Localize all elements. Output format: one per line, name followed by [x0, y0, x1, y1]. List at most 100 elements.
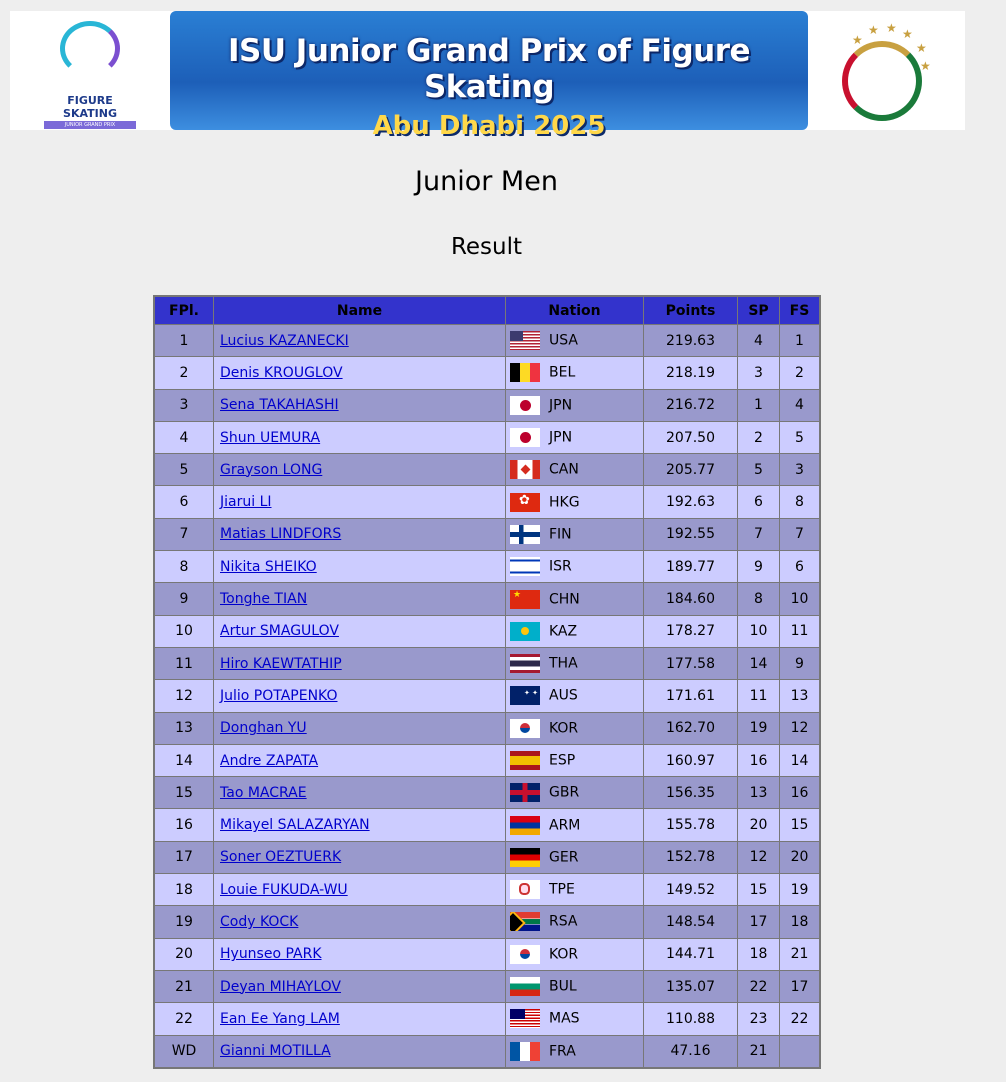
name-cell: Hiro KAEWTATHIP — [213, 646, 506, 681]
skater-link[interactable]: Deyan MIHAYLOV — [220, 978, 342, 995]
points-cell: 148.54 — [643, 905, 738, 939]
skater-link[interactable]: Louie FUKUDA-WU — [220, 881, 348, 898]
table-row: 20 Hyunseo PARK KOR 144.71 18 21 — [153, 937, 821, 971]
sp-cell: 15 — [737, 873, 780, 907]
skater-link[interactable]: Jiarui LI — [220, 494, 272, 511]
fs-cell: 12 — [779, 711, 821, 745]
fs-cell: 17 — [779, 969, 821, 1004]
nation-cell: THA — [505, 646, 644, 681]
nation-cell: CHN — [505, 582, 644, 616]
sp-cell: 8 — [737, 582, 780, 616]
skater-link[interactable]: Soner OEZTUERK — [220, 849, 342, 866]
skater-link[interactable]: Tao MACRAE — [220, 784, 307, 801]
points-cell: 135.07 — [643, 969, 738, 1004]
skater-link[interactable]: Nikita SHEIKO — [220, 558, 317, 575]
banner-title-area: ISU Junior Grand Prix of Figure Skating … — [170, 11, 808, 141]
table-row: 11 Hiro KAEWTATHIP THA 177.58 14 9 — [153, 646, 821, 681]
flag-kor-icon — [510, 718, 540, 738]
skater-link[interactable]: Tonghe TIAN — [220, 591, 308, 608]
name-cell: Hyunseo PARK — [213, 937, 506, 971]
fs-cell: 19 — [779, 873, 821, 907]
skater-link[interactable]: Lucius KAZANECKI — [220, 332, 349, 349]
skater-link[interactable]: Grayson LONG — [220, 461, 323, 478]
skater-link[interactable]: Sena TAKAHASHI — [220, 397, 339, 414]
name-cell: Matias LINDFORS — [213, 517, 506, 552]
results-table: FPl. Name Nation Points SP FS 1 Lucius KA… — [153, 295, 821, 1069]
table-row: 1 Lucius KAZANECKI USA 219.63 4 1 — [153, 323, 821, 358]
name-cell: Artur SMAGULOV — [213, 614, 506, 648]
star-icon: ★ — [916, 41, 927, 55]
sp-cell: 1 — [737, 388, 780, 422]
name-cell: Donghan YU — [213, 711, 506, 745]
rank-cell: 18 — [153, 873, 214, 907]
sp-cell: 12 — [737, 840, 780, 875]
flag-mas-icon — [510, 1009, 540, 1029]
name-cell: Tonghe TIAN — [213, 582, 506, 616]
points-cell: 184.60 — [643, 582, 738, 616]
points-cell: 149.52 — [643, 873, 738, 907]
skater-link[interactable]: Andre ZAPATA — [220, 752, 319, 769]
rank-cell: 8 — [153, 550, 214, 584]
skater-link[interactable]: Matias LINDFORS — [220, 526, 342, 543]
points-cell: 160.97 — [643, 743, 738, 778]
nation-cell: ESP — [505, 743, 644, 778]
points-cell: 189.77 — [643, 550, 738, 584]
rank-cell: 14 — [153, 743, 214, 778]
rank-cell: 1 — [153, 323, 214, 358]
rank-cell: 19 — [153, 905, 214, 939]
sp-cell: 6 — [737, 485, 780, 519]
points-cell: 156.35 — [643, 776, 738, 810]
nation-code: GER — [549, 849, 579, 866]
logo-text: FIGURE SKATING — [63, 94, 117, 120]
banner-title: ISU Junior Grand Prix of Figure Skating — [227, 33, 751, 105]
sp-cell: 17 — [737, 905, 780, 939]
sp-cell: 7 — [737, 517, 780, 552]
rank-cell: 22 — [153, 1002, 214, 1036]
star-icon: ★ — [902, 27, 913, 41]
rank-cell: 9 — [153, 582, 214, 616]
skater-link[interactable]: Gianni MOTILLA — [220, 1043, 331, 1060]
skater-link[interactable]: Donghan YU — [220, 720, 307, 737]
skater-link[interactable]: Denis KROUGLOV — [220, 364, 343, 381]
skater-link[interactable]: Julio POTAPENKO — [220, 687, 338, 704]
fs-cell: 9 — [779, 646, 821, 681]
name-cell: Jiarui LI — [213, 485, 506, 519]
rank-cell: 20 — [153, 937, 214, 971]
nation-cell: BEL — [505, 356, 644, 390]
fs-cell: 22 — [779, 1002, 821, 1036]
nation-code: GBR — [549, 784, 580, 801]
flag-ger-icon — [510, 847, 540, 867]
uae-skating-logo: ★ ★ ★ ★ ★ ★ — [832, 19, 932, 124]
skater-link[interactable]: Mikayel SALAZARYAN — [220, 817, 370, 834]
fs-cell: 16 — [779, 776, 821, 810]
flag-jpn-icon — [510, 428, 540, 448]
name-cell: Gianni MOTILLA — [213, 1034, 506, 1069]
points-cell: 162.70 — [643, 711, 738, 745]
skater-link[interactable]: Artur SMAGULOV — [220, 623, 339, 640]
skater-link[interactable]: Hiro KAEWTATHIP — [220, 655, 342, 672]
points-cell: 205.77 — [643, 453, 738, 487]
nation-cell: RSA — [505, 905, 644, 939]
name-cell: Andre ZAPATA — [213, 743, 506, 778]
flag-kor-icon — [510, 944, 540, 964]
skater-link[interactable]: Shun UEMURA — [220, 429, 321, 446]
header-fs: FS — [779, 295, 821, 325]
nation-cell: TPE — [505, 873, 644, 907]
rank-cell: 5 — [153, 453, 214, 487]
skater-link[interactable]: Hyunseo PARK — [220, 946, 322, 963]
header-name: Name — [213, 295, 506, 325]
nation-cell: GBR — [505, 776, 644, 810]
nation-cell: ISR — [505, 550, 644, 584]
rank-cell: WD — [153, 1034, 214, 1069]
skater-link[interactable]: Cody KOCK — [220, 913, 299, 930]
sp-cell: 10 — [737, 614, 780, 648]
nation-cell: FRA — [505, 1034, 644, 1069]
skater-link[interactable]: Ean Ee Yang LAM — [220, 1010, 340, 1027]
sp-cell: 9 — [737, 550, 780, 584]
name-cell: Soner OEZTUERK — [213, 840, 506, 875]
nation-code: USA — [549, 332, 578, 349]
name-cell: Grayson LONG — [213, 453, 506, 487]
fs-cell: 18 — [779, 905, 821, 939]
